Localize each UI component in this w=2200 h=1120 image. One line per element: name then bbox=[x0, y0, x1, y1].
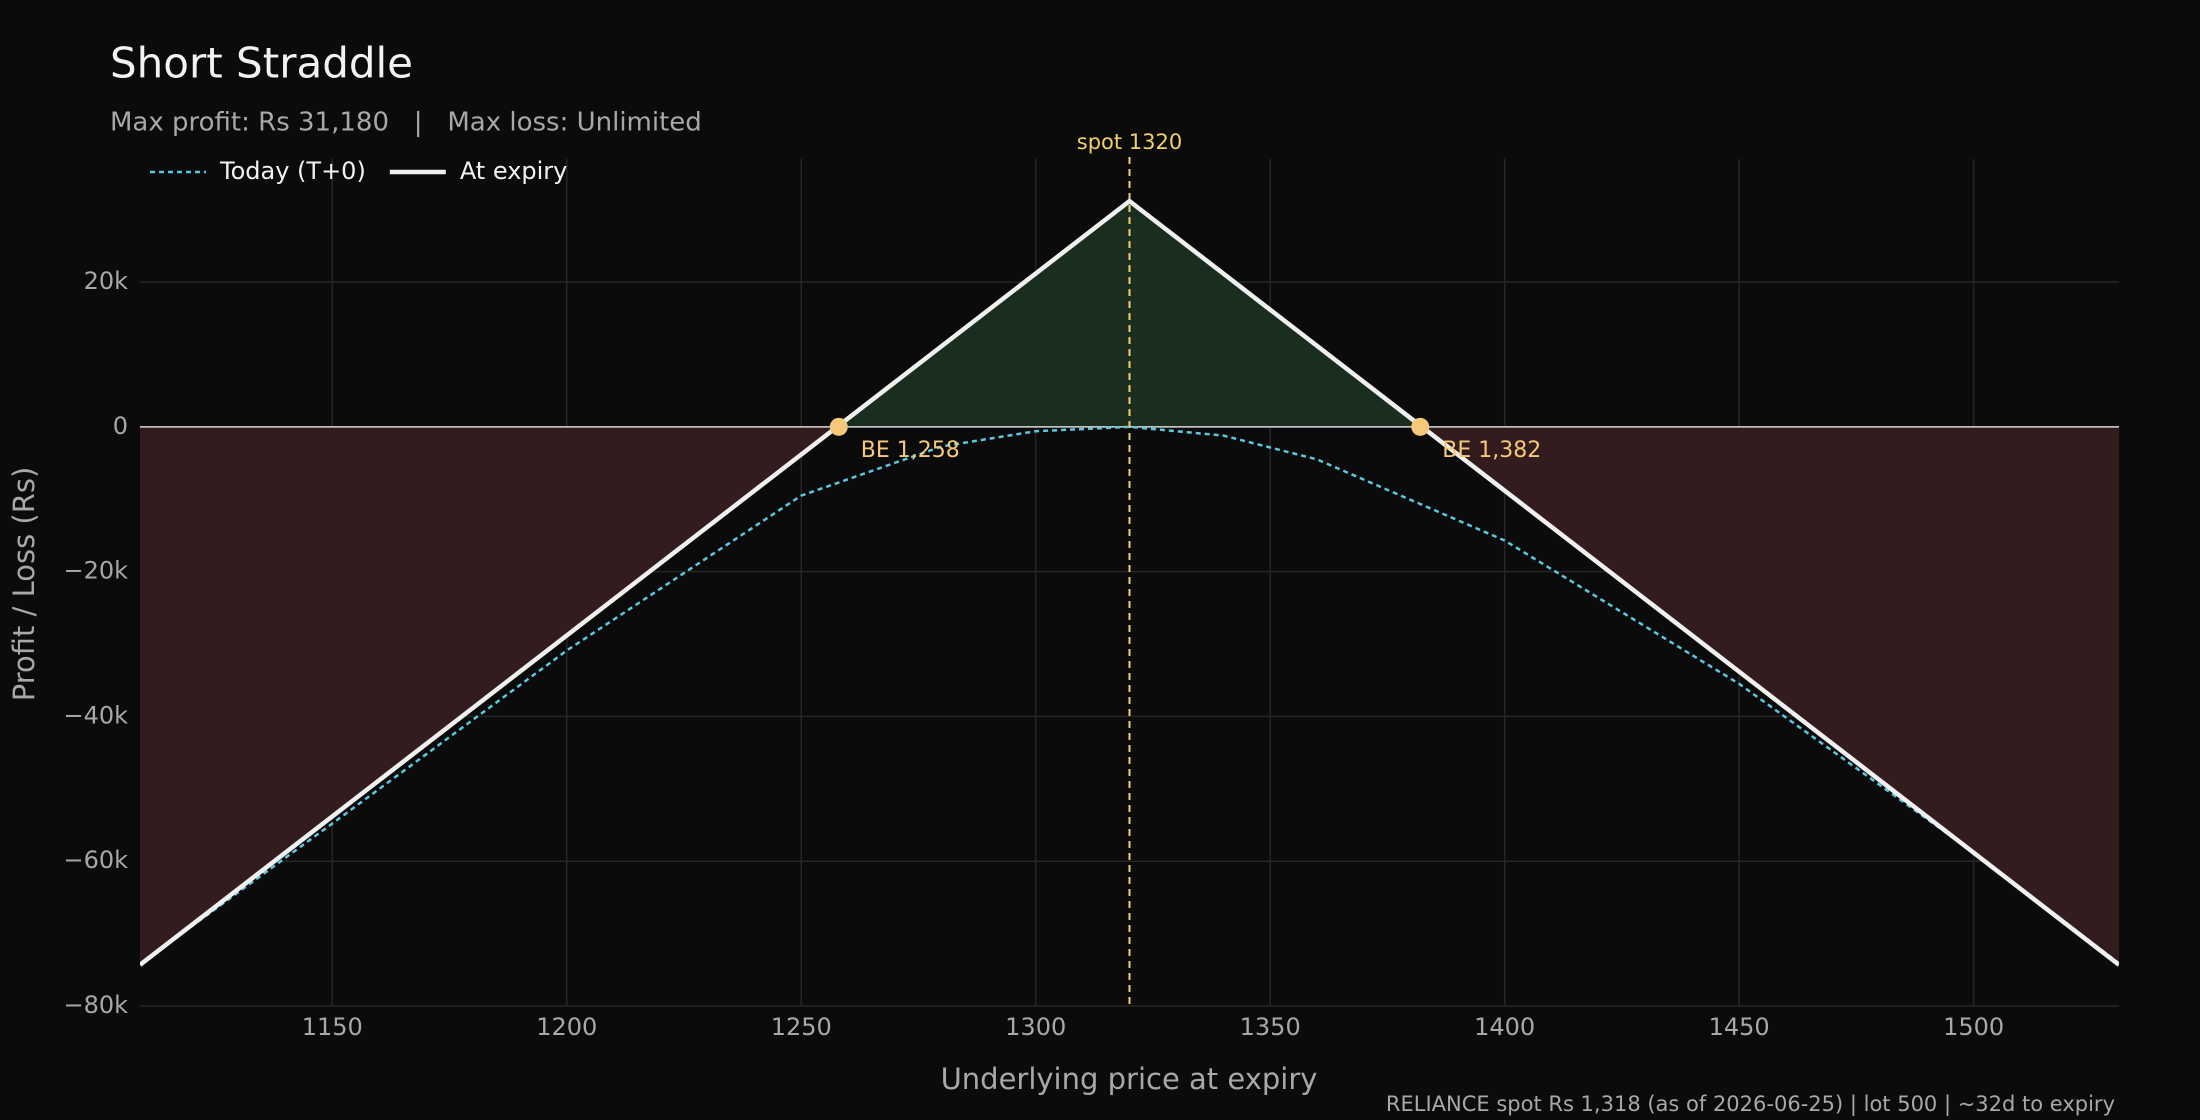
x-tick-label: 1450 bbox=[1709, 1013, 1770, 1041]
chart-title: Short Straddle bbox=[110, 39, 413, 88]
legend-label: Today (T+0) bbox=[219, 157, 366, 185]
y-tick-label: 20k bbox=[84, 267, 129, 295]
footnote: RELIANCE spot Rs 1,318 (as of 2026-06-25… bbox=[1386, 1092, 2115, 1117]
y-tick-label: −40k bbox=[63, 701, 128, 729]
break-even-marker bbox=[829, 417, 848, 436]
x-tick-label: 1350 bbox=[1240, 1013, 1301, 1041]
y-tick-label: 0 bbox=[113, 412, 128, 440]
spot-label: spot 1320 bbox=[1077, 130, 1182, 154]
series-line bbox=[140, 425, 2119, 966]
x-tick-label: 1200 bbox=[536, 1013, 597, 1041]
loss-area bbox=[140, 427, 2119, 965]
x-tick-label: 1250 bbox=[771, 1013, 832, 1041]
y-tick-label: −80k bbox=[63, 991, 128, 1019]
x-tick-label: 1150 bbox=[302, 1013, 363, 1041]
break-even-label: BE 1,258 bbox=[861, 438, 960, 463]
x-tick-label: 1400 bbox=[1474, 1013, 1535, 1041]
x-tick-label: 1500 bbox=[1943, 1013, 2004, 1041]
break-even-marker bbox=[1411, 417, 1430, 436]
series-line bbox=[140, 198, 2119, 967]
y-axis-label: Profit / Loss (Rs) bbox=[7, 467, 41, 702]
x-tick-label: 1300 bbox=[1005, 1013, 1066, 1041]
x-axis-label: Underlying price at expiry bbox=[941, 1062, 1318, 1096]
chart-subtitle: Max profit: Rs 31,180 | Max loss: Unlimi… bbox=[110, 108, 702, 138]
y-tick-label: −20k bbox=[63, 557, 128, 585]
y-tick-label: −60k bbox=[63, 846, 128, 874]
legend-label: At expiry bbox=[460, 157, 568, 185]
break-even-label: BE 1,382 bbox=[1442, 438, 1541, 463]
